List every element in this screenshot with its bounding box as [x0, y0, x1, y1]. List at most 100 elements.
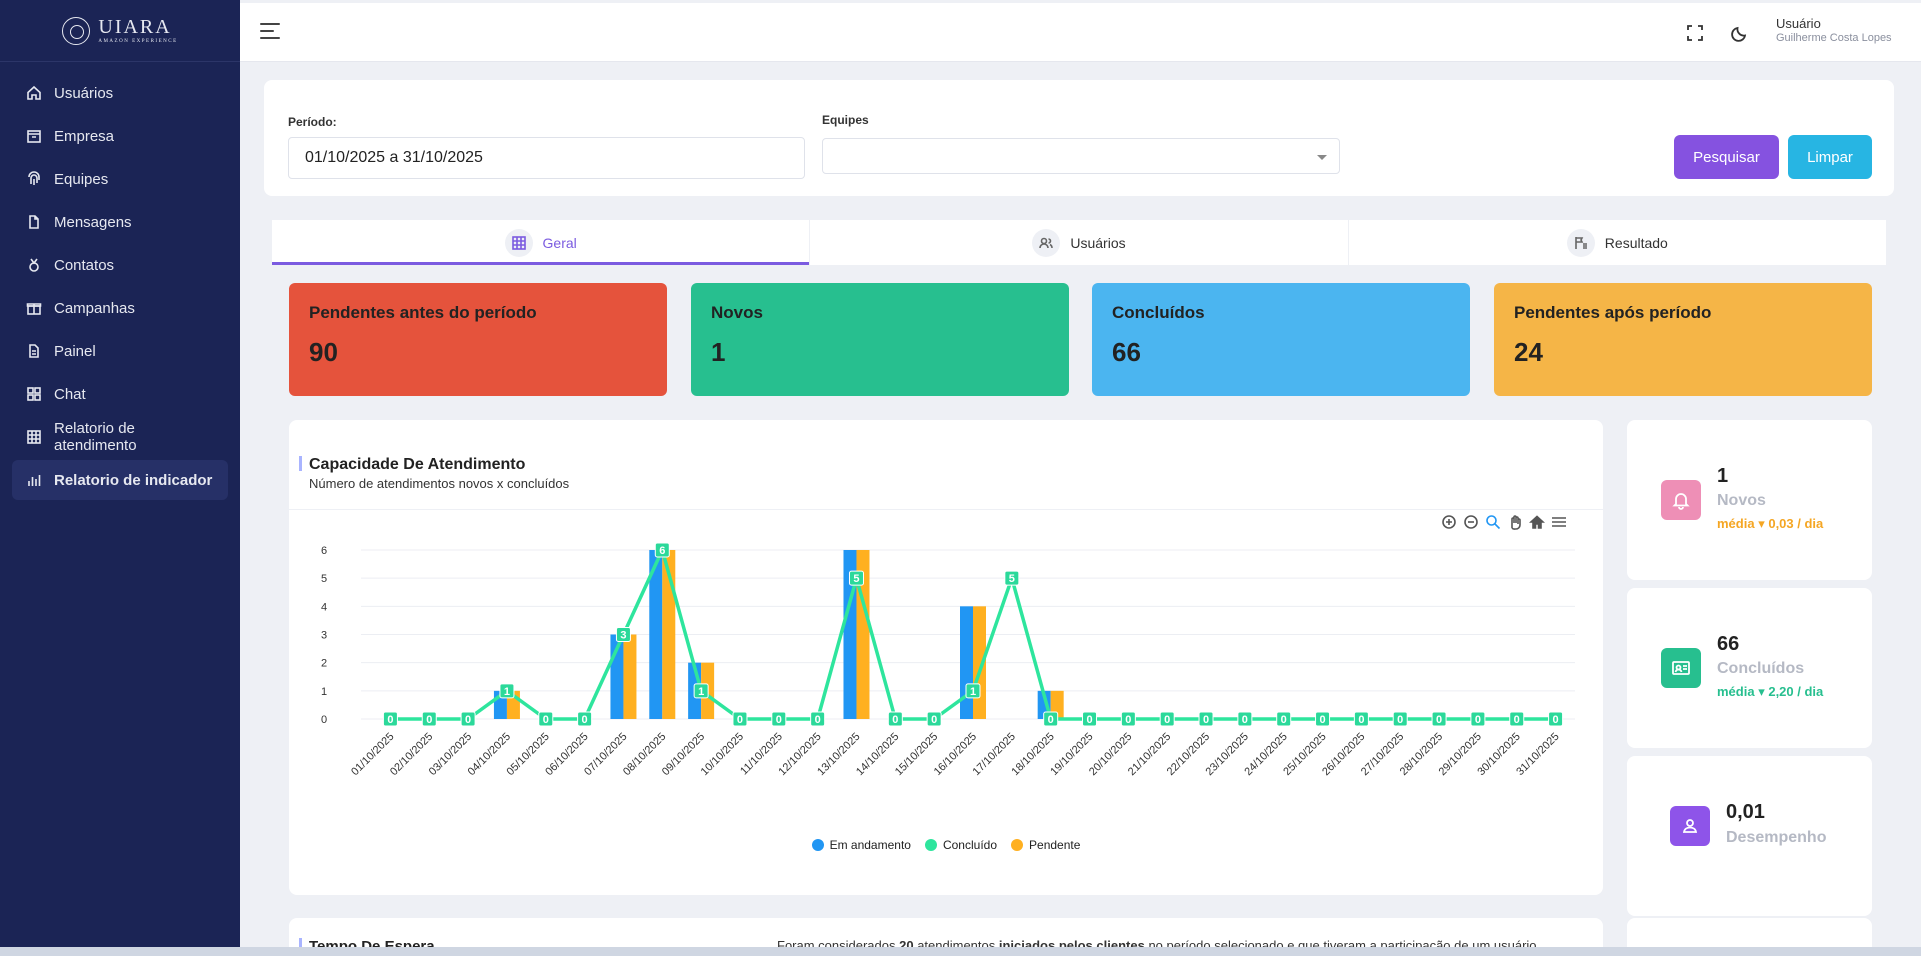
title-accent-bar — [299, 456, 302, 471]
average-label: média — [1717, 516, 1755, 531]
data-label-box — [1237, 711, 1253, 727]
brand-logo[interactable]: UIARA AMAZON EXPERIENCE — [0, 0, 240, 62]
chart-legend: Em andamento Concluído Pendente — [289, 838, 1603, 852]
capacity-chart-card: Capacidade De Atendimento Número de aten… — [289, 420, 1603, 895]
legend-dot — [1011, 839, 1024, 851]
stat-value: 24 — [1514, 337, 1543, 367]
users-icon — [1032, 228, 1061, 257]
sidebar-item-campanhas[interactable]: Campanhas — [12, 288, 228, 328]
data-label: 5 — [1009, 573, 1015, 585]
moon-icon[interactable] — [1730, 23, 1750, 43]
data-label-box — [965, 683, 981, 699]
sidebar-item-relatorio-atendimento[interactable]: Relatorio de atendimento — [12, 417, 228, 457]
bar-pendente — [662, 550, 676, 719]
data-label: 1 — [970, 686, 976, 698]
stat-value: 66 — [1112, 337, 1141, 367]
data-label: 0 — [465, 714, 471, 726]
data-label-box — [1159, 711, 1175, 727]
data-label-box — [1315, 711, 1331, 727]
sidebar-item-label: Empresa — [54, 127, 115, 145]
fullscreen-icon[interactable] — [1685, 23, 1705, 43]
legend-item-concluido[interactable]: Concluído — [924, 838, 997, 852]
metric-label: Novos — [1717, 492, 1766, 509]
fingerprint-icon — [26, 171, 42, 187]
data-label-box — [771, 711, 787, 727]
metric-value: 0,01 — [1726, 801, 1765, 823]
data-label-box — [1431, 711, 1447, 727]
data-label-box — [848, 570, 864, 586]
data-label: 0 — [1397, 714, 1403, 726]
sidebar-item-equipes[interactable]: Equipes — [12, 159, 228, 199]
metric-average: média ▾ 0,03 / dia — [1717, 516, 1823, 532]
data-label: 0 — [426, 714, 432, 726]
tab-resultado[interactable]: Resultado — [1349, 220, 1887, 265]
chart-toolbar — [1441, 514, 1567, 530]
capacity-chart: 012345601/10/202502/10/202503/10/202504/… — [321, 542, 1575, 778]
y-tick-label: 4 — [321, 601, 327, 613]
metric-card-concluidos: 66 Concluídos média ▾ 2,20 / dia — [1627, 588, 1872, 748]
user-icon — [1670, 806, 1710, 846]
data-label: 0 — [815, 714, 821, 726]
data-label-box — [577, 711, 593, 727]
legend-item-pendente[interactable]: Pendente — [1011, 838, 1080, 852]
logo-emblem-icon — [62, 16, 91, 45]
tab-usuarios[interactable]: Usuários — [810, 220, 1349, 265]
tab-label: Usuários — [1070, 234, 1126, 251]
data-label: 0 — [1514, 714, 1520, 726]
grid-pattern-icon — [504, 228, 533, 257]
data-label: 0 — [1125, 714, 1131, 726]
data-label-box — [1082, 711, 1098, 727]
y-tick-label: 6 — [321, 545, 327, 557]
id-card-icon — [1661, 648, 1701, 688]
y-tick-label: 0 — [321, 714, 327, 726]
data-label: 0 — [1281, 714, 1287, 726]
metric-card-novos: 1 Novos média ▾ 0,03 / dia — [1627, 420, 1872, 580]
data-label: 0 — [1475, 714, 1481, 726]
data-label: 0 — [1436, 714, 1442, 726]
data-label-box — [538, 711, 554, 727]
tab-geral[interactable]: Geral — [272, 220, 811, 265]
user-menu[interactable]: Usuário Guilherme Costa Lopes — [1776, 16, 1892, 45]
data-label: 0 — [1086, 714, 1092, 726]
legend-label: Pendente — [1029, 838, 1081, 852]
sidebar-item-label: Campanhas — [54, 299, 135, 317]
user-name: Guilherme Costa Lopes — [1776, 31, 1892, 44]
sidebar-item-empresa[interactable]: Empresa — [12, 116, 228, 156]
menu-toggle-icon[interactable] — [260, 23, 280, 41]
file-icon — [26, 343, 42, 359]
pan-hand-icon[interactable] — [1507, 514, 1523, 530]
zoom-out-icon[interactable] — [1463, 514, 1479, 530]
legend-item-em-andamento[interactable]: Em andamento — [811, 838, 911, 852]
chart-menu-icon[interactable] — [1551, 514, 1567, 530]
grid-icon — [26, 386, 42, 402]
stat-card-pending-before: Pendentes antes do período 90 — [289, 283, 667, 396]
magnifier-icon[interactable] — [1485, 514, 1501, 530]
stat-title: Pendentes após período — [1514, 303, 1712, 322]
sidebar-item-relatorio-indicador[interactable]: Relatorio de indicador — [12, 460, 228, 500]
reset-home-icon[interactable] — [1528, 514, 1546, 530]
metric-label: Concluídos — [1717, 660, 1805, 677]
flag-list-icon — [1566, 228, 1595, 257]
zoom-in-icon[interactable] — [1441, 514, 1457, 530]
caret-down-icon: ▾ — [1758, 684, 1769, 699]
y-tick-label: 5 — [321, 573, 327, 585]
teams-select[interactable] — [822, 138, 1340, 174]
bar-chart-icon — [26, 472, 42, 488]
sidebar-item-contatos[interactable]: Contatos — [12, 245, 228, 285]
data-label-box — [382, 711, 398, 727]
sidebar-nav: Usuários Empresa Equipes Mensagens Conta… — [0, 62, 240, 500]
data-label-box — [460, 711, 476, 727]
sidebar-item-painel[interactable]: Painel — [12, 331, 228, 371]
sidebar-item-chat[interactable]: Chat — [12, 374, 228, 414]
bar-em-andamento — [649, 550, 663, 719]
metric-value: 66 — [1717, 633, 1740, 655]
clear-button[interactable]: Limpar — [1788, 135, 1872, 179]
sidebar-item-mensagens[interactable]: Mensagens — [12, 202, 228, 242]
building-icon — [26, 128, 42, 144]
chart-subtitle: Número de atendimentos novos x concluído… — [309, 476, 570, 491]
sidebar-item-label: Relatorio de indicador — [54, 471, 213, 489]
period-input[interactable]: 01/10/2025 a 31/10/2025 — [288, 137, 805, 179]
data-label: 0 — [737, 714, 743, 726]
search-button[interactable]: Pesquisar — [1674, 135, 1779, 179]
sidebar-item-usuarios[interactable]: Usuários — [12, 73, 228, 113]
